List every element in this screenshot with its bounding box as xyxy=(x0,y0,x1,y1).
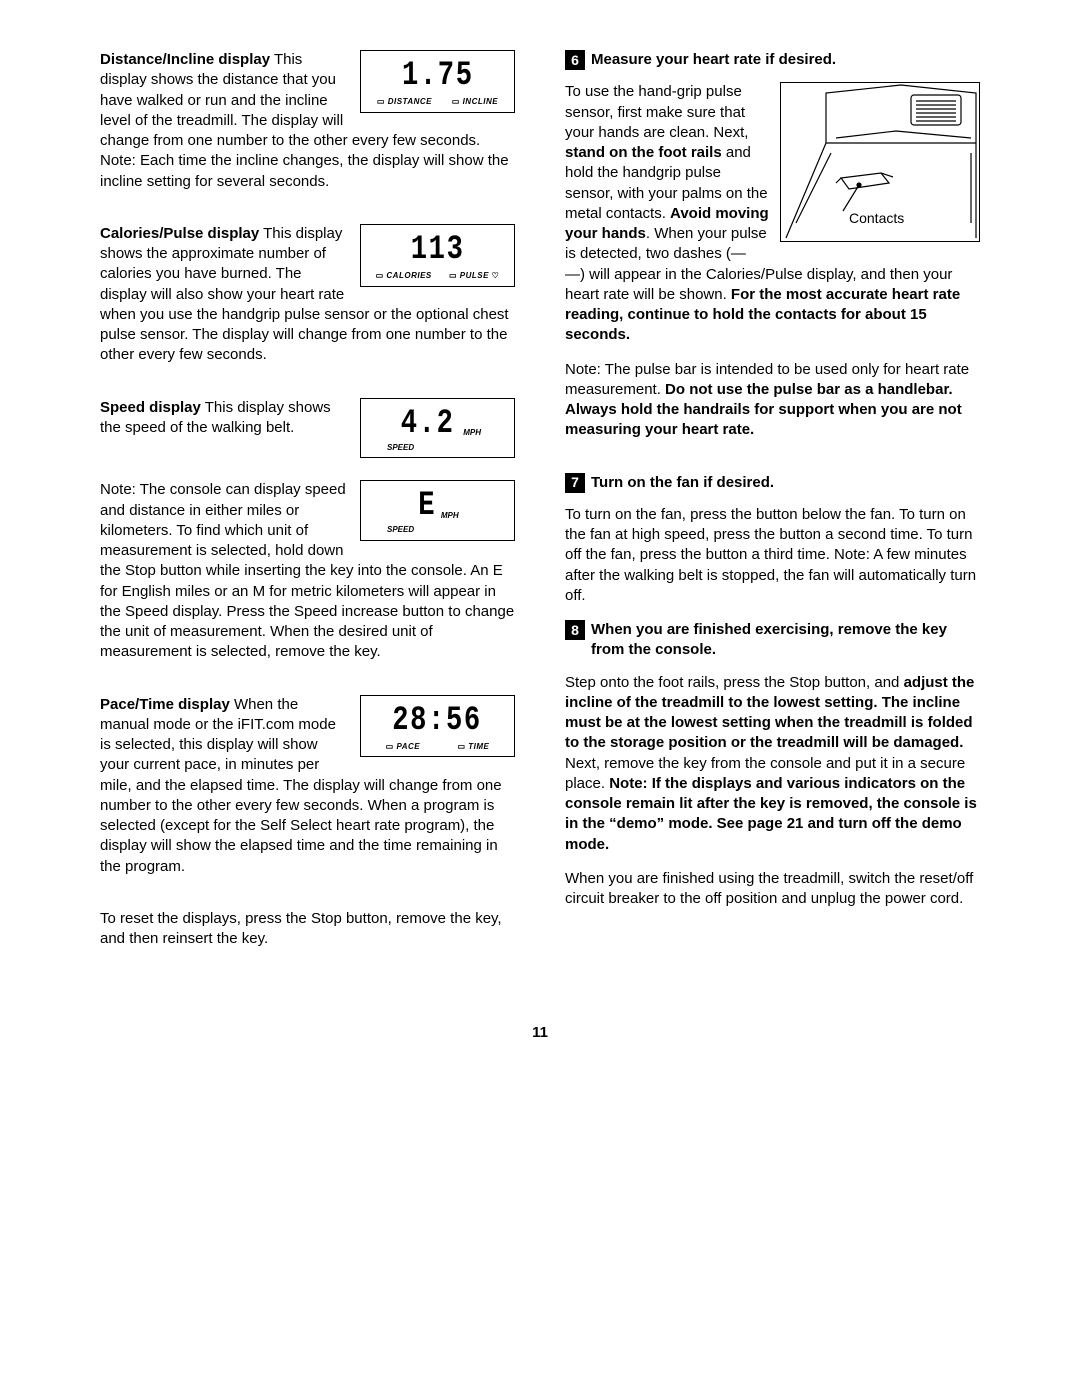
distance-heading: Distance/Incline display xyxy=(100,51,270,68)
contacts-diagram: Contacts xyxy=(780,82,980,242)
speed-lcd-value: 4.2 xyxy=(401,407,455,441)
pace-lcd-label-1: PACE xyxy=(386,742,420,753)
left-column: 1.75 DISTANCE INCLINE Distance/Incline d… xyxy=(100,50,515,963)
right-column: 6 Measure your heart rate if desired. xyxy=(565,50,980,963)
pace-lcd-value: 28:56 xyxy=(393,704,483,738)
pace-heading: Pace/Time display xyxy=(100,696,230,713)
calories-lcd-label-1: CALORIES xyxy=(376,271,432,282)
unit-lcd-unit: MPH xyxy=(441,511,459,522)
step-7-header: 7 Turn on the fan if desired. xyxy=(565,473,980,493)
two-column-layout: 1.75 DISTANCE INCLINE Distance/Incline d… xyxy=(100,50,980,963)
distance-lcd-label-2: INCLINE xyxy=(452,97,498,108)
contacts-diagram-label: Contacts xyxy=(849,209,904,228)
distance-lcd-label-1: DISTANCE xyxy=(377,97,432,108)
page-number: 11 xyxy=(100,1023,980,1043)
distance-incline-section: 1.75 DISTANCE INCLINE Distance/Incline d… xyxy=(100,50,515,206)
speed-lcd-label: SPEED xyxy=(367,443,508,454)
step-6-title: Measure your heart rate if desired. xyxy=(591,50,836,70)
step-7-number: 7 xyxy=(565,473,585,493)
step-7-body: To turn on the fan, press the button bel… xyxy=(565,505,980,606)
distance-lcd: 1.75 DISTANCE INCLINE xyxy=(360,50,515,113)
step-8-title: When you are finished exercising, remove… xyxy=(591,620,980,661)
unit-note-section: E MPH SPEED Note: The console can displa… xyxy=(100,480,515,676)
step-8-header: 8 When you are finished exercising, remo… xyxy=(565,620,980,661)
step-6-header: 6 Measure your heart rate if desired. xyxy=(565,50,980,70)
calories-heading: Calories/Pulse display xyxy=(100,225,259,242)
speed-lcd: 4.2 MPH SPEED xyxy=(360,398,515,459)
pace-time-section: 28:56 PACE TIME Pace/Time display When t… xyxy=(100,695,515,891)
unit-lcd: E MPH SPEED xyxy=(360,480,515,541)
step-7-title: Turn on the fan if desired. xyxy=(591,473,774,493)
pace-lcd: 28:56 PACE TIME xyxy=(360,695,515,758)
step-6-body: Contacts To use the hand-grip pulse sens… xyxy=(565,82,980,454)
calories-lcd-value: 113 xyxy=(411,233,465,267)
step-6-number: 6 xyxy=(565,50,585,70)
speed-lcd-unit: MPH xyxy=(463,428,481,439)
step-8-p2: When you are finished using the treadmil… xyxy=(565,869,980,910)
calories-lcd-label-2: PULSE xyxy=(449,271,499,282)
distance-lcd-value: 1.75 xyxy=(402,59,474,93)
unit-lcd-label: SPEED xyxy=(367,525,508,536)
unit-lcd-value: E xyxy=(419,489,437,523)
step-8-number: 8 xyxy=(565,620,585,640)
step-8-p1: Step onto the foot rails, press the Stop… xyxy=(565,673,980,855)
calories-pulse-section: 113 CALORIES PULSE Calories/Pulse displa… xyxy=(100,224,515,380)
reset-text: To reset the displays, press the Stop bu… xyxy=(100,909,515,950)
pace-lcd-label-2: TIME xyxy=(457,742,489,753)
calories-lcd: 113 CALORIES PULSE xyxy=(360,224,515,287)
speed-section: 4.2 MPH SPEED Speed display This display… xyxy=(100,398,515,463)
step-6-p2: Note: The pulse bar is intended to be us… xyxy=(565,360,980,441)
speed-heading: Speed display xyxy=(100,399,201,416)
